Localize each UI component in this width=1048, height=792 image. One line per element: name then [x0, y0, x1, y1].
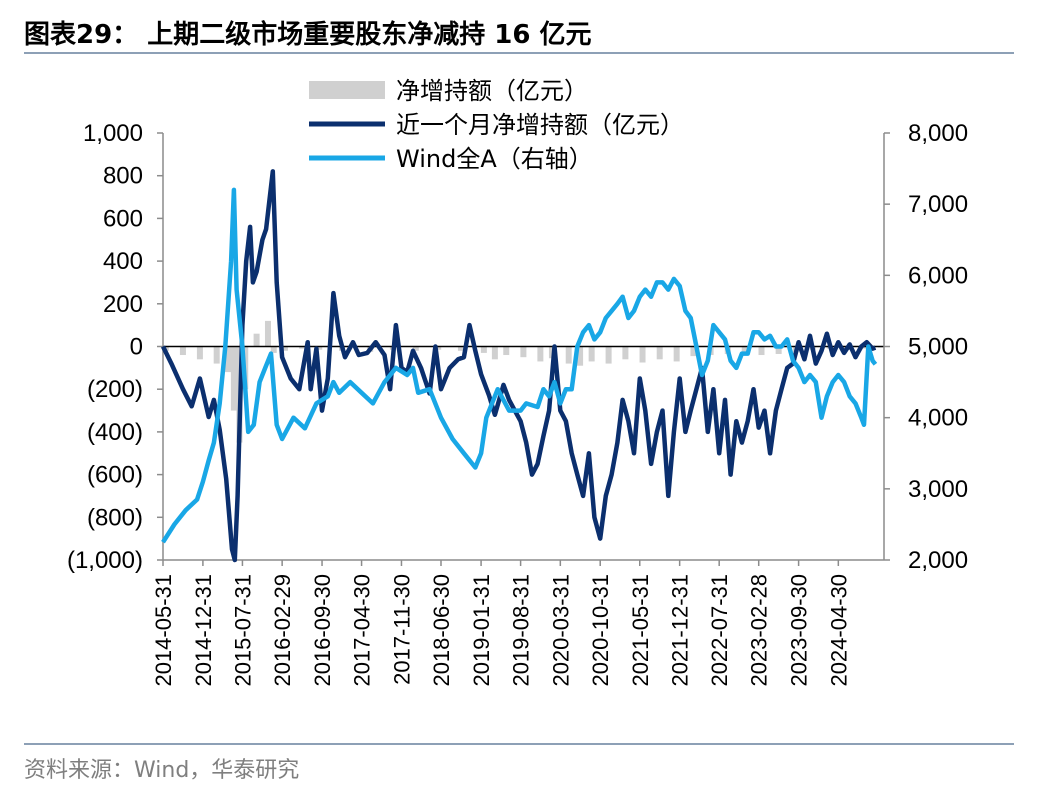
net-increase-bar [491, 346, 498, 360]
axes: 1,000 800 600 400 200 0 (200) (400) (600) (800) (1… [67, 120, 968, 687]
net-increase-bar [230, 346, 237, 411]
legend-label: 近一个月净增持额（亿元） [396, 111, 684, 139]
x-axis-tick-label: 2024-04-30 [826, 574, 851, 687]
x-axis-tick-label: 2023-02-28 [747, 574, 772, 687]
net-increase-bar [225, 346, 232, 373]
net-increase-bar [537, 346, 544, 362]
net-increase-bar [588, 346, 595, 362]
source-note: 资料来源：Wind，华泰研究 [24, 758, 300, 783]
net-increase-bar [179, 346, 186, 356]
x-axis-tick-label: 2015-07-31 [230, 574, 255, 687]
x-axis-tick-label: 2020-03-31 [548, 574, 573, 687]
net-increase-bar [264, 320, 271, 347]
left-axis-tick-label: 200 [103, 291, 143, 318]
net-increase-bar [435, 346, 442, 350]
net-increase-bar [253, 333, 260, 347]
x-axis-tick-label: 2014-12-31 [191, 574, 216, 687]
net-increase-bar [281, 346, 288, 351]
wind-all-a-line [161, 187, 878, 544]
net-increase-bar [503, 346, 510, 356]
legend-swatch-bar [309, 81, 385, 99]
net-increase-bar [741, 346, 748, 353]
net-increase-bar [213, 346, 220, 364]
net-increase-bar [565, 346, 572, 364]
net-increase-bar [480, 346, 487, 353]
net-increase-bar [412, 346, 419, 351]
net-increase-bar [299, 346, 306, 349]
net-increase-bar [639, 346, 646, 363]
net-increase-bar [673, 346, 680, 362]
x-axis-tick-label: 2019-01-31 [469, 574, 494, 687]
net-increase-bar [758, 346, 765, 356]
right-axis-tick-label: 7,000 [908, 191, 968, 218]
legend-label: 净增持额（亿元） [396, 77, 588, 105]
x-axis-tick-label: 2017-11-30 [389, 574, 414, 685]
left-axis-tick-label: (800) [87, 504, 143, 531]
net-increase-bar [656, 346, 663, 360]
x-axis-tick-label: 2014-05-31 [151, 574, 176, 687]
left-axis-tick-label: 1,000 [83, 120, 143, 147]
x-axis-tick-label: 2022-07-31 [707, 574, 732, 687]
x-axis-tick-label: 2019-08-31 [509, 574, 534, 687]
x-axis-tick-label: 2018-06-30 [429, 574, 454, 687]
x-axis-tick-label: 2021-12-31 [668, 574, 693, 687]
monthly-net-increase-line [160, 169, 877, 563]
net-increase-bar [690, 346, 697, 357]
x-axis-tick-label: 2021-05-31 [628, 574, 653, 687]
legend: 净增持额（亿元） 近一个月净增持额（亿元） Wind全A（右轴） [309, 77, 684, 173]
left-axis-tick-label: 600 [103, 205, 143, 232]
net-increase-bar [605, 346, 612, 364]
right-axis-tick-label: 8,000 [908, 120, 968, 147]
net-increase-bar [861, 346, 868, 349]
left-axis-tick-label: 0 [130, 334, 143, 361]
net-increase-bar [316, 346, 323, 350]
x-axis-tick-label: 2016-09-30 [310, 574, 335, 687]
left-axis-tick-label: 400 [103, 248, 143, 275]
net-increase-bar [457, 346, 464, 351]
right-axis-tick-label: 3,000 [908, 476, 968, 503]
net-increase-bar [270, 346, 277, 353]
page-title: 图表29： 上期二级市场重要股东净减持 16 亿元 [24, 20, 592, 50]
net-increase-bar [577, 346, 584, 366]
right-axis-tick-label: 5,000 [908, 334, 968, 361]
net-increase-bar [196, 346, 203, 360]
footer-rule [24, 743, 1014, 745]
left-axis-tick-label: (600) [87, 462, 143, 489]
net-increase-bar [520, 346, 527, 358]
title-rule [24, 52, 1014, 54]
net-increase-bar [622, 346, 629, 360]
right-axis-tick-label: 6,000 [908, 262, 968, 289]
left-axis-tick-label: (400) [87, 419, 143, 446]
x-axis-tick-label: 2023-09-30 [787, 574, 812, 687]
net-increase-bar [775, 346, 782, 354]
line-series [160, 169, 878, 563]
x-axis-tick-label: 2017-04-30 [350, 574, 375, 687]
x-axis-tick-label: 2016-02-29 [270, 574, 295, 687]
legend-label: Wind全A（右轴） [396, 145, 593, 173]
right-axis-tick-label: 2,000 [908, 547, 968, 574]
x-axis-tick-label: 2020-10-31 [588, 574, 613, 687]
right-axis-tick-label: 4,000 [908, 405, 968, 432]
left-axis-tick-label: (1,000) [67, 547, 143, 574]
left-axis-tick-label: (200) [87, 376, 143, 403]
chart: 1,000 800 600 400 200 0 (200) (400) (600) (800) (1… [67, 77, 968, 687]
left-axis-tick-label: 800 [103, 163, 143, 190]
